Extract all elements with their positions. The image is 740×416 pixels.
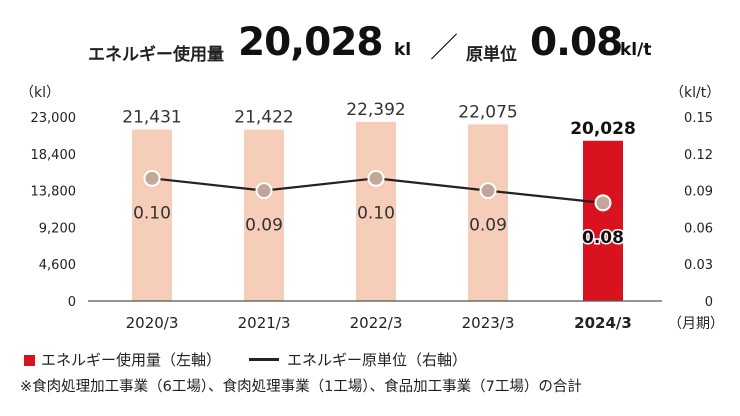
right-axis-tick: 0 xyxy=(705,295,713,310)
headline-separator: ／ xyxy=(430,31,459,64)
bar-2022-3 xyxy=(356,121,396,301)
bar-value-label: 21,431 xyxy=(122,108,181,128)
intensity-value: 0.08 xyxy=(530,20,623,65)
legend-line-swatch xyxy=(249,358,280,361)
right-axis-tick: 0.06 xyxy=(684,221,713,236)
energy-usage-unit: kl xyxy=(394,40,412,60)
x-axis-unit: （月期） xyxy=(668,316,724,332)
x-category-label: 2022/3 xyxy=(350,314,403,332)
bar-2024-3 xyxy=(583,140,623,301)
right-axis-unit: （kl/t） xyxy=(670,85,720,101)
right-axis-tick: 0.09 xyxy=(684,185,713,200)
bar-value-label: 21,422 xyxy=(234,108,293,128)
bar-value-label: 22,075 xyxy=(458,102,517,122)
intensity-label: 原単位 xyxy=(466,45,517,65)
energy-usage-label: エネルギー使用量 xyxy=(88,45,224,65)
x-category-label: 2024/3 xyxy=(574,314,632,332)
right-axis-tick: 0.15 xyxy=(684,111,713,126)
legend-line-label: エネルギー原単位（右軸） xyxy=(287,351,468,369)
intensity-unit: kl/t xyxy=(620,40,652,60)
bar-value-label: 20,028 xyxy=(570,119,636,139)
left-axis-tick: 23,000 xyxy=(31,111,77,126)
intensity-point-2021-3 xyxy=(255,182,273,200)
left-axis-tick: 4,600 xyxy=(39,258,76,273)
left-axis-tick: 9,200 xyxy=(39,221,76,236)
intensity-value-label: 0.09 xyxy=(245,216,283,236)
legend-bar-label: エネルギー使用量（左軸） xyxy=(41,351,222,369)
intensity-point-2020-3 xyxy=(143,169,161,187)
left-axis-tick: 0 xyxy=(68,295,76,310)
bar-value-label: 22,392 xyxy=(346,100,405,120)
x-category-label: 2023/3 xyxy=(462,314,515,332)
intensity-point-2022-3 xyxy=(367,169,385,187)
left-axis-tick: 18,400 xyxy=(31,148,77,163)
left-axis-unit: （kl） xyxy=(20,85,60,101)
intensity-value-label: 0.08 xyxy=(582,228,624,248)
intensity-point-2024-3 xyxy=(594,194,612,212)
right-axis-tick: 0.12 xyxy=(684,148,713,163)
x-category-label: 2020/3 xyxy=(126,314,179,332)
intensity-point-2023-3 xyxy=(479,182,497,200)
intensity-value-label: 0.10 xyxy=(133,203,171,223)
intensity-value-label: 0.10 xyxy=(357,203,395,223)
left-axis-tick: 13,800 xyxy=(31,185,77,200)
bar-2020-3 xyxy=(132,129,172,301)
energy-chart: （kl） （kl/t） 23,000 18,400 13,800 9,200 4,600 0 0… xyxy=(20,85,724,332)
energy-usage-value: 20,028 xyxy=(238,20,383,65)
footnote: ※食肉処理加工事業（6工場）、食肉処理事業（1工場）、食品加工事業（7工場）の合… xyxy=(20,379,582,395)
headline: エネルギー使用量 20,028 kl ／ 原単位 0.08 kl/t xyxy=(0,14,740,74)
legend-bar-swatch xyxy=(24,355,35,366)
right-axis-tick: 0.03 xyxy=(684,258,713,273)
intensity-value-label: 0.09 xyxy=(469,216,507,236)
intensity-label-halo: 0.08 xyxy=(582,228,624,248)
legend: エネルギー使用量（左軸） エネルギー原単位（右軸） xyxy=(24,349,467,370)
bar-2023-3 xyxy=(468,124,508,302)
bar-2021-3 xyxy=(244,129,284,301)
x-category-label: 2021/3 xyxy=(238,314,291,332)
